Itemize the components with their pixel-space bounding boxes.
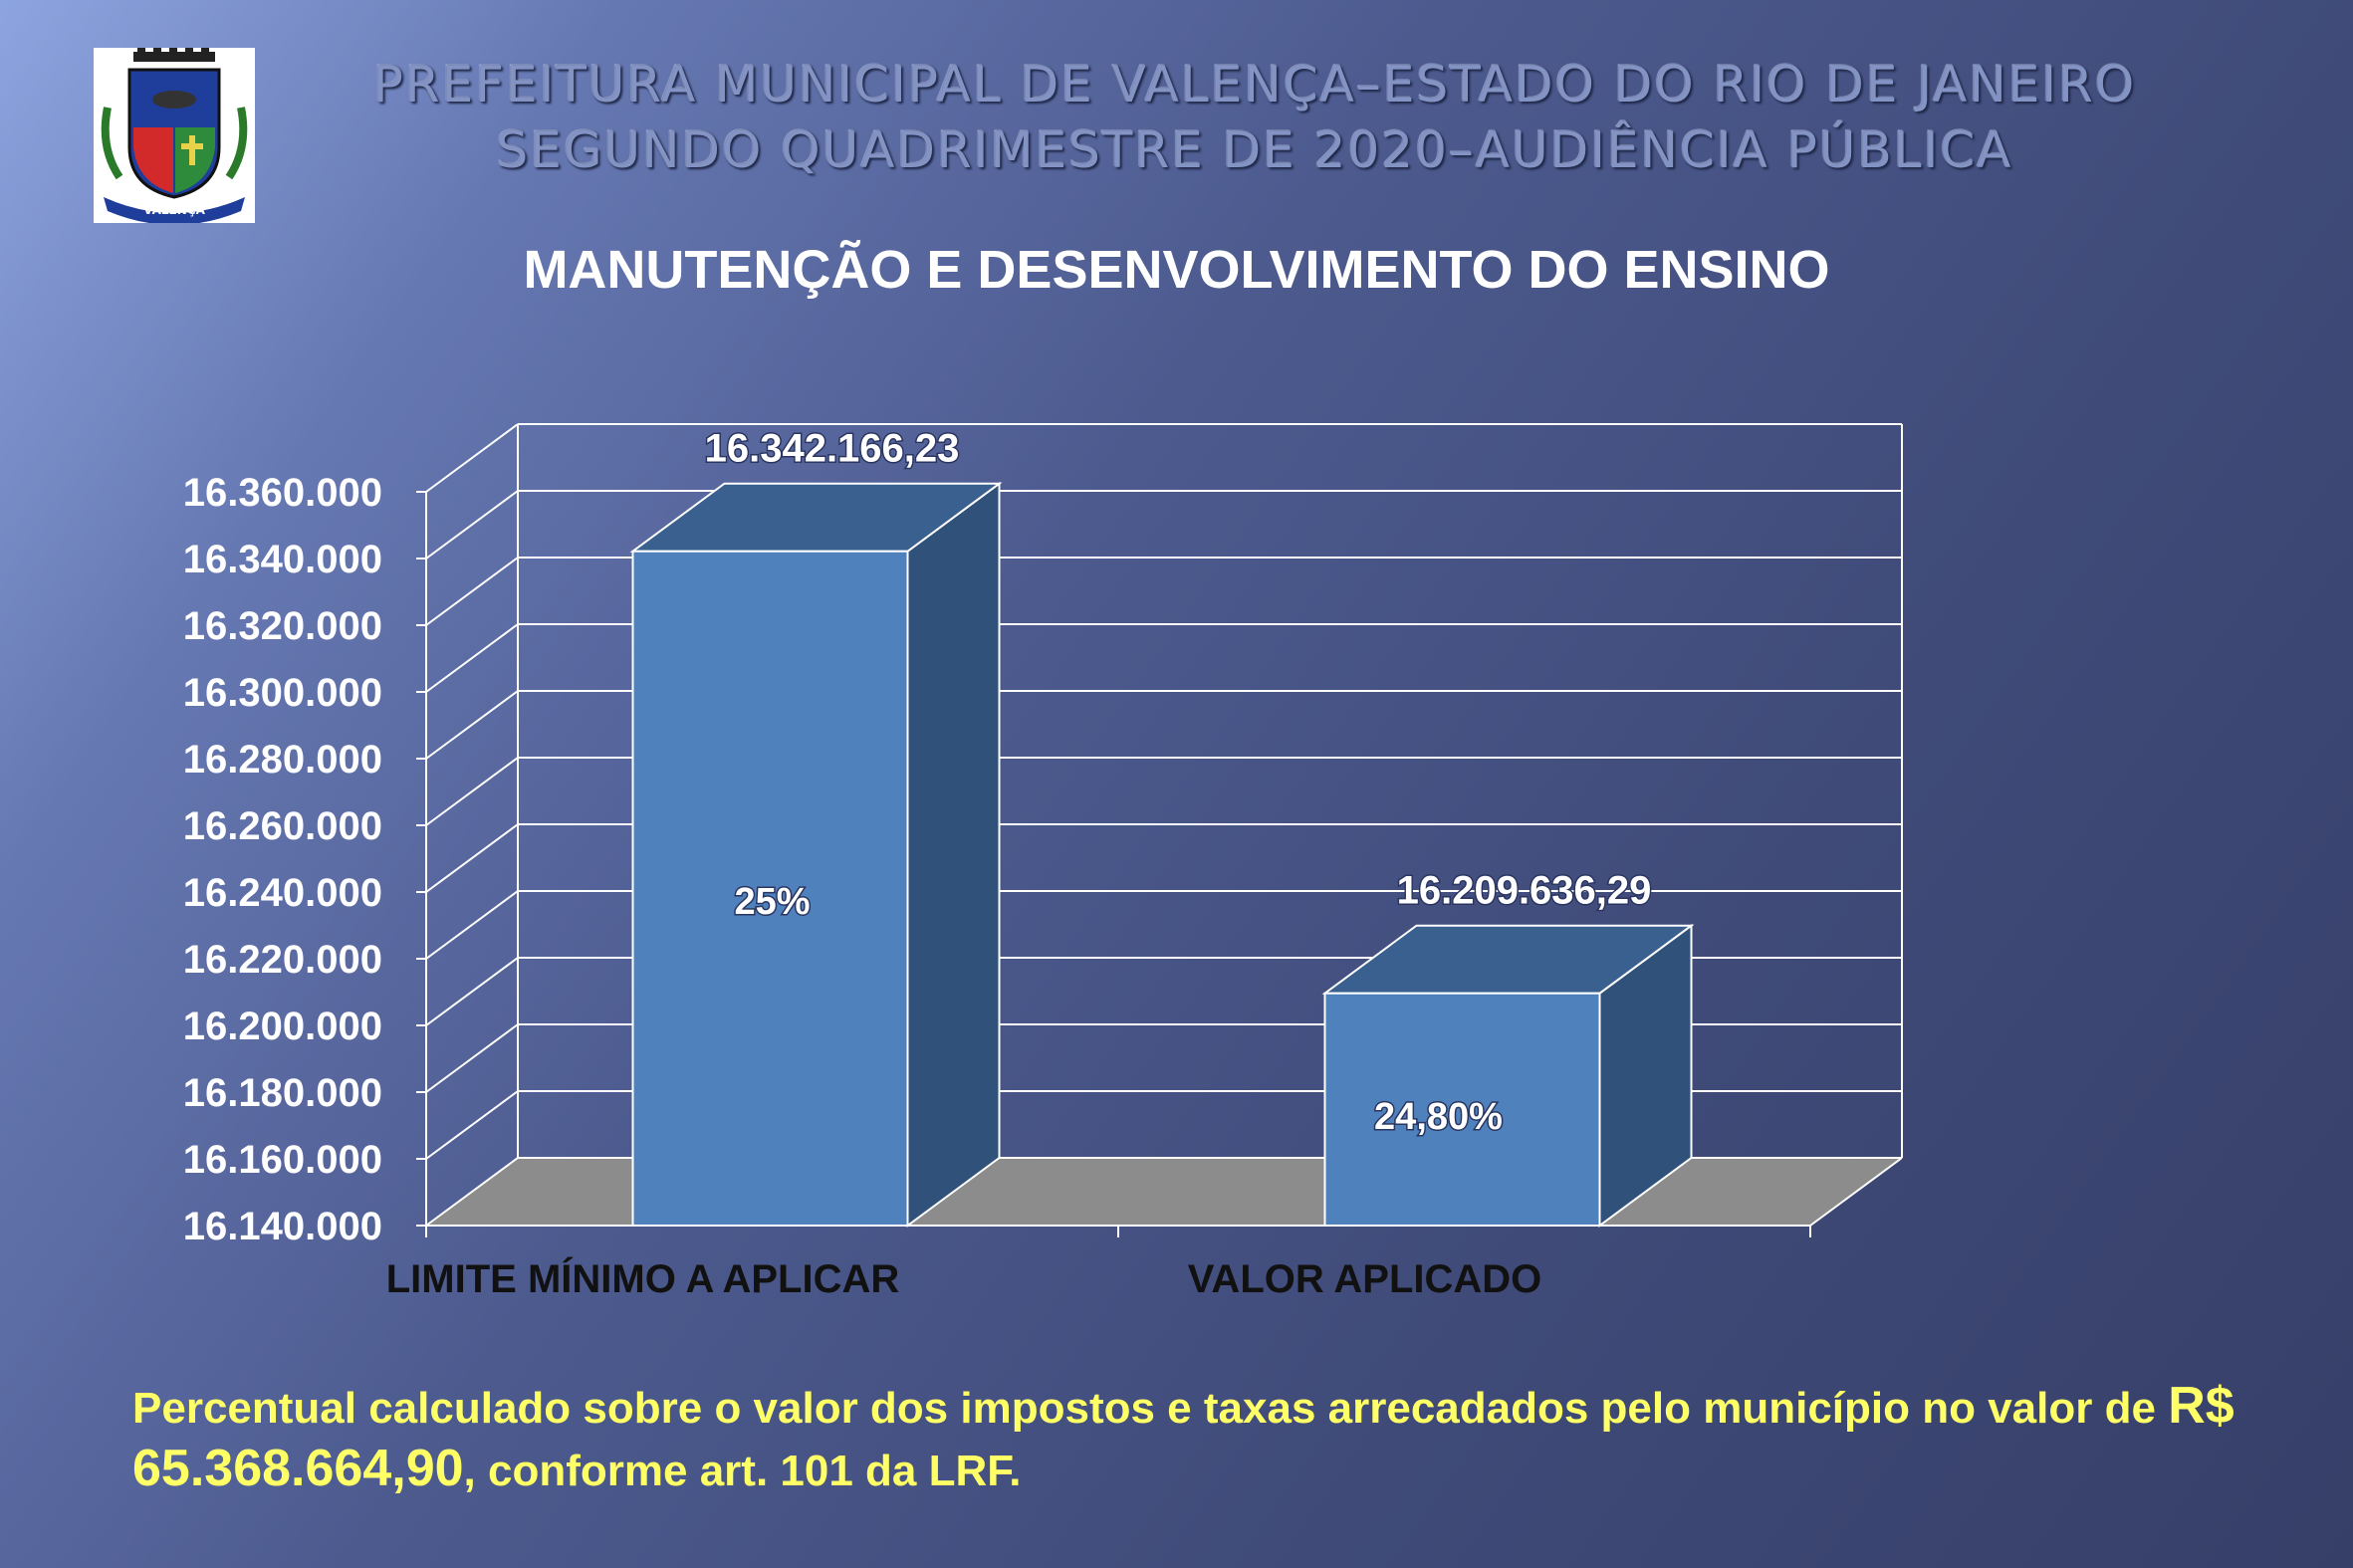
side-gridline xyxy=(425,1023,519,1093)
footnote-amount: R$ 65.368.664,90 xyxy=(132,1377,2235,1497)
bar xyxy=(631,550,909,1227)
y-tick-label: 16.200.000 xyxy=(183,1005,382,1048)
bar-side xyxy=(906,481,1001,1228)
side-gridline xyxy=(425,690,519,760)
coat-of-arms-logo: VALENÇA xyxy=(94,48,255,225)
coat-of-arms-emblem: VALENÇA xyxy=(101,48,248,225)
chart-labels: 16.140.000 16.160.000 16.180.000 16.200.000… xyxy=(183,425,1653,1301)
side-gridline xyxy=(425,957,519,1026)
y-tick-label: 16.280.000 xyxy=(183,738,382,782)
x-category-label: LIMITE MÍNIMO A APLICAR xyxy=(386,1256,900,1301)
footnote: Percentual calculado sobre o valor dos i… xyxy=(132,1376,2273,1501)
side-gridline xyxy=(425,823,519,893)
side-gridline xyxy=(425,1090,519,1160)
footnote-text-end: , conforme art. 101 da LRF. xyxy=(463,1447,1022,1495)
data-label: 16.342.166,23 xyxy=(705,427,960,471)
bar xyxy=(1323,992,1601,1228)
side-gridline xyxy=(425,623,519,693)
header-title: PREFEITURA MUNICIPAL DE VALENÇA–ESTADO D… xyxy=(372,56,2137,113)
floor-right-edge xyxy=(1809,1157,1903,1227)
y-tick-label: 16.340.000 xyxy=(183,538,382,581)
y-tick-label: 16.140.000 xyxy=(183,1205,382,1248)
footnote-text-start: Percentual calculado sobre o valor dos i… xyxy=(132,1384,2169,1433)
y-tick-label: 16.220.000 xyxy=(183,938,382,982)
side-gridline xyxy=(425,423,519,493)
side-gridline xyxy=(425,490,519,560)
side-gridline xyxy=(425,890,519,960)
chart-title: MANUTENÇÃO E DESENVOLVIMENTO DO ENSINO xyxy=(523,240,1830,300)
side-gridline xyxy=(425,557,519,626)
logo-motto: VALENÇA xyxy=(143,203,205,217)
y-tick-label: 16.180.000 xyxy=(183,1071,382,1115)
y-tick-label: 16.300.000 xyxy=(183,671,382,715)
y-tick-label: 16.160.000 xyxy=(183,1138,382,1182)
y-tick-label: 16.320.000 xyxy=(183,604,382,648)
bar-percent-label: 24,80% xyxy=(1374,1096,1503,1138)
chart-bars xyxy=(629,481,1695,1228)
x-category-label: VALOR APLICADO xyxy=(1188,1257,1542,1301)
header-subtitle: SEGUNDO QUADRIMESTRE DE 2020–AUDIÊNCIA P… xyxy=(496,121,2013,179)
bar-percent-label: 25% xyxy=(734,881,810,923)
y-tick-label: 16.240.000 xyxy=(183,871,382,915)
y-tick-label: 16.360.000 xyxy=(183,471,382,515)
data-label: 16.209.636,29 xyxy=(1397,869,1652,913)
side-gridline xyxy=(425,1157,519,1227)
y-tick-label: 16.260.000 xyxy=(183,804,382,848)
side-gridline xyxy=(425,757,519,826)
